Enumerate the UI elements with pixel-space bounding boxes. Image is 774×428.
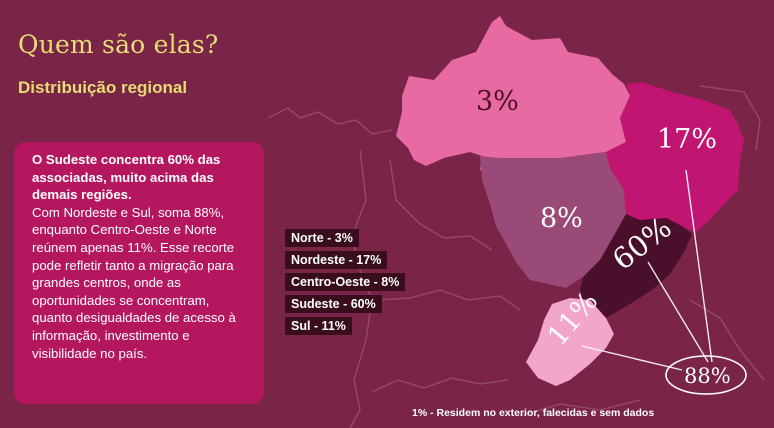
legend-item-norte: Norte - 3% (285, 229, 359, 247)
region-label-nordeste: 17% (657, 124, 718, 155)
region-sul (526, 298, 614, 386)
info-box: O Sudeste concentra 60% das associadas, … (14, 142, 264, 404)
legend-item-sudeste: Sudeste - 60% (285, 295, 382, 313)
footnote: 1% - Residem no exterior, falecidas e se… (412, 407, 655, 419)
legend-item-nordeste: Nordeste - 17% (285, 251, 388, 269)
connector-lines (581, 169, 713, 371)
region-nordeste (606, 82, 744, 232)
page-title: Quem são elas? (18, 30, 219, 59)
region-sudeste (580, 214, 692, 320)
legend-item-centro-oeste: Centro-Oeste - 8% (285, 273, 406, 291)
page-subtitle: Distribuição regional (18, 78, 188, 97)
region-centro-oeste (480, 152, 626, 288)
total-ellipse (665, 355, 747, 395)
region-norte (396, 16, 630, 174)
region-label-centro-oeste: 8% (540, 203, 583, 234)
info-body: Com Nordeste e Sul, soma 88%, enquanto C… (32, 204, 236, 361)
total-label: 88% (684, 364, 731, 388)
region-label-norte: 3% (476, 86, 519, 117)
legend-item-sul: Sul - 11% (285, 317, 352, 335)
info-lead: O Sudeste concentra 60% das associadas, … (32, 152, 221, 203)
